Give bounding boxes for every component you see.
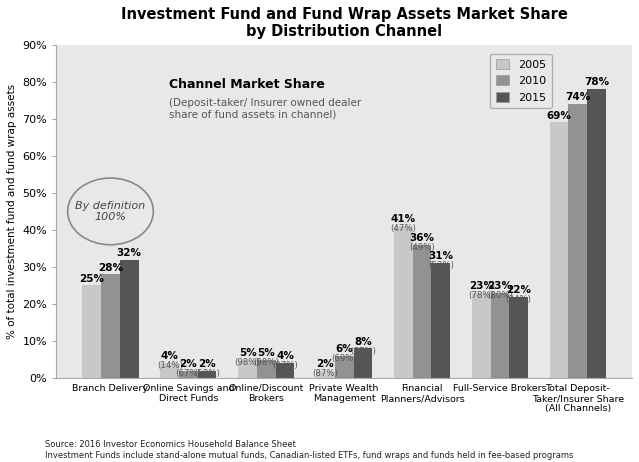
- Text: 2%: 2%: [180, 359, 197, 369]
- Text: (97%): (97%): [272, 361, 298, 371]
- Text: 31%: 31%: [428, 251, 453, 261]
- Text: 6%: 6%: [335, 344, 353, 354]
- Bar: [353, 348, 372, 378]
- Text: (67%): (67%): [350, 346, 376, 356]
- Legend: 2005, 2010, 2015: 2005, 2010, 2015: [490, 54, 551, 108]
- Text: Channel Market Share: Channel Market Share: [169, 78, 325, 91]
- Text: (47%): (47%): [390, 225, 416, 233]
- Bar: [160, 363, 179, 378]
- Bar: [413, 245, 431, 378]
- Text: (Deposit-taker/ Insurer owned dealer
share of fund assets in channel): (Deposit-taker/ Insurer owned dealer sha…: [169, 98, 361, 120]
- Text: 2%: 2%: [198, 359, 216, 369]
- Bar: [316, 371, 335, 378]
- Bar: [569, 104, 587, 378]
- Text: 78%: 78%: [584, 77, 609, 87]
- Title: Investment Fund and Fund Wrap Assets Market Share
by Distribution Channel: Investment Fund and Fund Wrap Assets Mar…: [121, 7, 567, 39]
- Bar: [120, 260, 139, 378]
- Text: 23%: 23%: [469, 281, 494, 291]
- Bar: [82, 286, 101, 378]
- Text: (14%): (14%): [157, 361, 183, 371]
- Text: 5%: 5%: [239, 348, 256, 358]
- Ellipse shape: [68, 178, 153, 245]
- Text: 74%: 74%: [566, 92, 590, 102]
- Text: (78%): (78%): [468, 291, 494, 300]
- Bar: [197, 371, 217, 378]
- Bar: [550, 122, 569, 378]
- Bar: [587, 89, 606, 378]
- Bar: [431, 263, 450, 378]
- Text: Source: 2016 Investor Economics Household Balance Sheet
Investment Funds include: Source: 2016 Investor Economics Househol…: [45, 440, 573, 460]
- Text: (84%): (84%): [505, 295, 532, 304]
- Bar: [238, 359, 257, 378]
- Bar: [491, 293, 509, 378]
- Text: 2%: 2%: [316, 359, 334, 369]
- Text: 4%: 4%: [276, 352, 294, 361]
- Text: 32%: 32%: [117, 248, 142, 258]
- Y-axis label: % of total investment fund and fund wrap assets: % of total investment fund and fund wrap…: [7, 84, 17, 339]
- Text: 22%: 22%: [506, 285, 531, 295]
- Text: 28%: 28%: [98, 262, 123, 273]
- Text: (80%): (80%): [487, 291, 513, 300]
- Text: 36%: 36%: [410, 233, 435, 243]
- Text: 5%: 5%: [258, 348, 275, 358]
- Bar: [101, 274, 120, 378]
- Text: (67%): (67%): [176, 369, 201, 378]
- Text: 69%: 69%: [547, 110, 572, 121]
- Text: 8%: 8%: [354, 337, 372, 346]
- Bar: [275, 363, 295, 378]
- Bar: [179, 371, 197, 378]
- Text: (58%): (58%): [194, 369, 220, 378]
- Text: 25%: 25%: [79, 274, 104, 284]
- Text: (69%): (69%): [331, 354, 357, 363]
- Text: (49%): (49%): [409, 243, 435, 252]
- Bar: [335, 356, 353, 378]
- Text: (87%): (87%): [312, 369, 339, 378]
- Text: 23%: 23%: [488, 281, 512, 291]
- Text: 4%: 4%: [161, 352, 179, 361]
- Bar: [394, 226, 413, 378]
- Text: (53%): (53%): [428, 261, 454, 270]
- Bar: [257, 359, 275, 378]
- Text: (98%): (98%): [235, 358, 261, 367]
- Text: 41%: 41%: [391, 214, 416, 225]
- Text: (98%): (98%): [254, 358, 279, 367]
- Bar: [472, 293, 491, 378]
- Text: By definition
100%: By definition 100%: [75, 201, 146, 222]
- Bar: [509, 297, 528, 378]
